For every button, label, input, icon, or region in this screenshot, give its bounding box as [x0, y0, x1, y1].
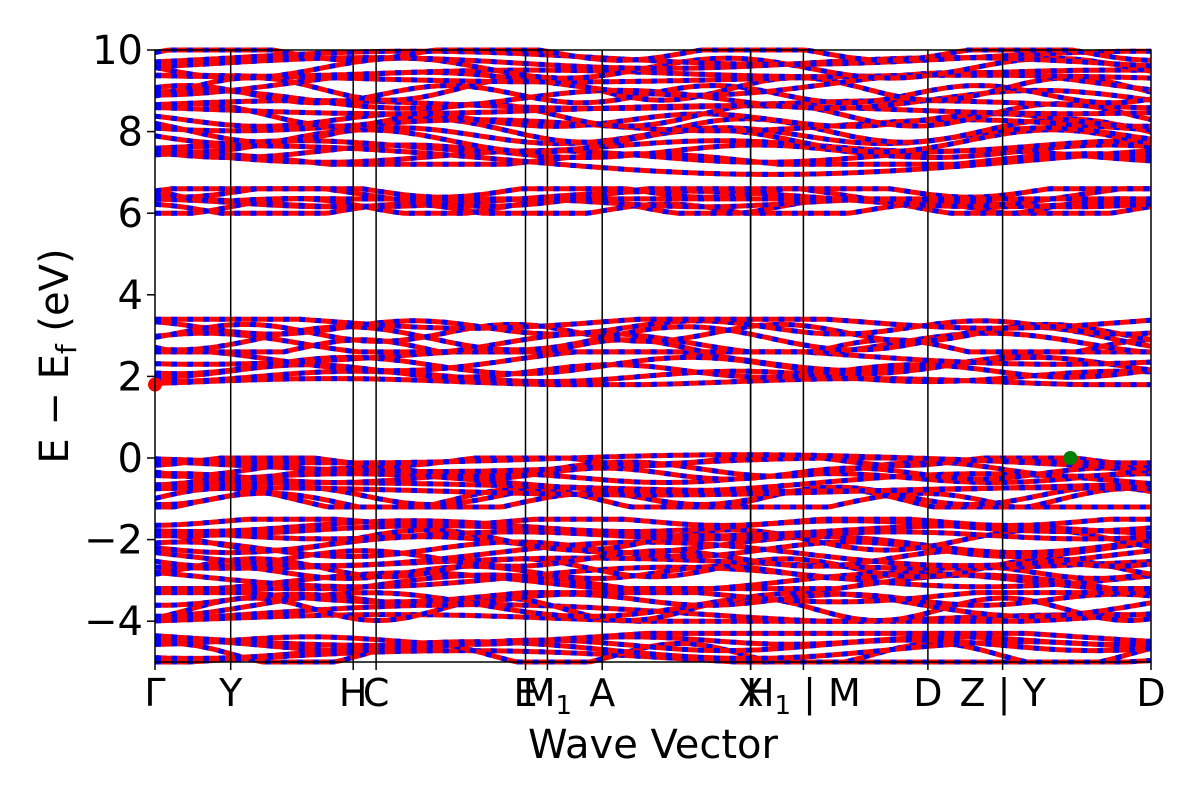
- band-line-spin-down: [154, 471, 1152, 494]
- band-line-spin-down: [155, 362, 1152, 380]
- band-line-spin-down: [155, 590, 1152, 605]
- band-line-spin-down: [154, 142, 1152, 160]
- band-line-spin-down: [154, 639, 1152, 661]
- band-line-spin-down: [154, 564, 1152, 590]
- y-tick-label: 0: [118, 436, 143, 482]
- y-tick-label: 8: [118, 110, 143, 156]
- band-line-spin-up: [154, 116, 1152, 145]
- band-line-spin-down: [155, 316, 1152, 331]
- band-line-spin-down: [155, 368, 1152, 385]
- band-line-spin-down: [154, 143, 1152, 177]
- band-line-spin-down: [155, 570, 1151, 592]
- y-tick-label: −4: [84, 599, 143, 645]
- extrema-markers: [148, 377, 1078, 465]
- x-tick-label: E: [514, 671, 538, 715]
- band-line-spin-up: [154, 595, 1152, 624]
- x-tick-label: Z | Y: [959, 671, 1046, 716]
- y-tick-label: 6: [118, 191, 143, 237]
- band-line-spin-up: [154, 101, 1152, 129]
- band-line-spin-down: [154, 534, 1152, 556]
- band-line-spin-down: [154, 471, 1152, 485]
- y-axis-ticks: −4 −2 0 2 4 6 8 10: [84, 28, 155, 645]
- band-line-spin-down: [154, 188, 1151, 204]
- band-line-spin-down: [155, 196, 1152, 216]
- y-tick-label: 10: [92, 28, 143, 74]
- band-line-spin-down: [154, 630, 1152, 648]
- x-tick-label: D: [1136, 671, 1165, 715]
- band-line-spin-down: [154, 55, 1152, 81]
- y-tick-label: 4: [118, 273, 143, 319]
- plot-frame: [154, 49, 1152, 663]
- band-line-spin-down: [154, 318, 1152, 337]
- vbm-marker: [1063, 451, 1078, 465]
- band-line-spin-down: [154, 634, 1152, 647]
- band-line-spin-up: [154, 321, 1152, 344]
- band-line-spin-down: [155, 648, 1152, 665]
- band-line-spin-up: [154, 75, 1152, 103]
- band-line-spin-down: [155, 523, 1152, 539]
- band-line-spin-down: [154, 48, 1151, 67]
- band-line-spin-down: [154, 555, 1152, 571]
- band-line-spin-down: [154, 529, 1152, 542]
- x-tick-label: A: [589, 671, 615, 715]
- band-line-spin-down: [154, 518, 1152, 534]
- band-line-spin-down: [154, 452, 1151, 466]
- x-axis-label: Wave Vector: [528, 722, 779, 768]
- band-line-spin-down: [154, 516, 1151, 529]
- band-line-spin-down: [154, 376, 1151, 388]
- x-tick-label: D: [913, 671, 942, 715]
- band-line-spin-down: [155, 196, 1152, 210]
- band-line-spin-down: [155, 490, 1151, 510]
- band-line-spin-down: [154, 138, 1152, 154]
- band-line-spin-down: [154, 612, 1152, 624]
- band-line-spin-down: [154, 590, 1152, 619]
- x-tick-label: Γ: [144, 671, 165, 715]
- band-line-spin-up: [154, 485, 1152, 510]
- x-tick-label: C: [363, 671, 390, 715]
- band-line-spin-down: [154, 186, 1151, 209]
- band-line-spin-down: [154, 349, 1152, 367]
- band-line-spin-down: [154, 98, 1152, 111]
- x-tick-label: H1 | M: [746, 671, 861, 721]
- band-line-spin-down: [154, 67, 1151, 80]
- x-tick-label: M1: [523, 671, 572, 721]
- x-tick-label: H: [339, 671, 368, 715]
- band-line-spin-down: [154, 117, 1152, 134]
- y-tick-label: 2: [118, 354, 143, 400]
- band-lines: [154, 47, 1152, 665]
- high-symmetry-lines: [229, 50, 1004, 662]
- band-line-spin-down: [154, 539, 1152, 559]
- x-axis-ticks: Γ Y HC EM1 A XH1 | M D Z | Y D: [144, 662, 1166, 721]
- band-line-spin-down: [154, 591, 1152, 608]
- x-tick-label: Y: [218, 671, 243, 715]
- y-axis-label: E − Ef (eV): [32, 248, 83, 463]
- band-line-spin-down: [154, 465, 1152, 482]
- band-line-spin-down: [154, 485, 1152, 498]
- band-line-spin-down: [155, 72, 1152, 85]
- band-line-spin-down: [154, 148, 1152, 165]
- y-tick-label: −2: [84, 518, 143, 564]
- band-line-spin-down: [154, 55, 1152, 71]
- band-line-spin-down: [154, 637, 1152, 654]
- x-tick-label: X: [738, 671, 764, 715]
